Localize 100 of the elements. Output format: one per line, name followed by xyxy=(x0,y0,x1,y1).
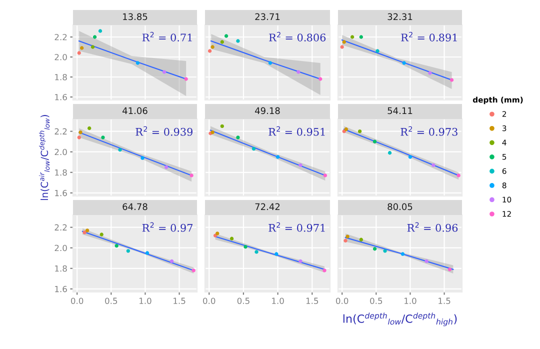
chart-title: 49.18 xyxy=(255,107,280,114)
point xyxy=(216,232,220,236)
point xyxy=(359,35,364,39)
point xyxy=(82,230,86,234)
point xyxy=(192,268,196,272)
x-tick-label: 1.5 xyxy=(306,298,318,304)
point xyxy=(90,45,95,49)
point xyxy=(276,155,280,159)
chart-title: 23.71 xyxy=(255,13,280,20)
y-tick-label: 1.6 xyxy=(55,94,67,100)
point xyxy=(318,77,322,81)
point xyxy=(98,29,102,33)
point xyxy=(340,45,344,49)
point xyxy=(244,244,248,249)
chart-title: 32.31 xyxy=(388,13,412,20)
x-tick-label: 1.0 xyxy=(272,298,284,304)
point xyxy=(323,174,328,178)
point xyxy=(298,163,302,168)
annotation: R$^{2}$ = 0.891 xyxy=(401,32,457,42)
y-tick-label: 2.0 xyxy=(54,148,67,156)
y-tick-label: 1.6 xyxy=(55,286,67,292)
x-tick-label: 1.0 xyxy=(404,298,416,304)
point xyxy=(376,49,380,53)
annotation: R$^{2}$ = 0.971 xyxy=(268,222,325,232)
point xyxy=(224,34,228,38)
point xyxy=(383,249,387,253)
point xyxy=(400,252,405,256)
point xyxy=(162,70,166,74)
point xyxy=(136,61,140,65)
point xyxy=(408,155,412,159)
point xyxy=(342,40,346,44)
point xyxy=(254,250,258,254)
point xyxy=(372,140,377,144)
point xyxy=(456,174,460,178)
x-tick-label: 0.5 xyxy=(105,298,118,304)
y-tick-label: 1.8 xyxy=(55,265,67,272)
y-tick-label: 2.2 xyxy=(54,34,67,40)
point xyxy=(164,165,168,170)
point xyxy=(450,78,454,82)
point xyxy=(220,124,224,128)
point xyxy=(268,61,272,65)
annotation: R$^{2}$ = 0.71 xyxy=(142,32,192,42)
x-tick-label: 0.5 xyxy=(370,298,382,304)
chart-title: 54.11 xyxy=(388,107,412,114)
point xyxy=(428,71,432,75)
point xyxy=(359,238,364,242)
x-axis-title: ln(C$^{depth}$$_{low}$/C$^{depth}$$_{high}$) xyxy=(343,312,457,326)
annotation: R$^{2}$ = 0.96 xyxy=(407,222,458,232)
point xyxy=(190,174,194,178)
x-tick-label: 1.0 xyxy=(140,298,152,304)
point xyxy=(346,234,350,238)
point xyxy=(236,39,240,43)
point xyxy=(80,46,84,50)
point xyxy=(402,61,406,65)
y-tick-label: 2.0 xyxy=(54,244,67,252)
y-tick-label: 2.0 xyxy=(54,54,67,60)
chart-title: 64.78 xyxy=(122,203,148,210)
annotation: R$^{2}$ = 0.806 xyxy=(269,32,326,42)
chart-title: 41.06 xyxy=(122,107,148,114)
y-tick-label: 2.2 xyxy=(54,224,67,230)
chart-title: 72.42 xyxy=(255,203,280,210)
annotation: R$^{2}$ = 0.973 xyxy=(400,126,458,136)
x-tick-label: 0.5 xyxy=(237,298,250,304)
x-tick-label: 1.5 xyxy=(174,298,186,304)
x-tick-label: 0.0 xyxy=(203,298,216,304)
point xyxy=(114,244,118,248)
y-tick-label: 2.2 xyxy=(54,128,67,134)
point xyxy=(210,45,214,49)
point xyxy=(432,163,436,168)
point xyxy=(208,49,212,53)
point xyxy=(322,268,326,272)
point xyxy=(448,268,452,272)
point xyxy=(358,129,362,134)
point xyxy=(78,130,82,134)
point xyxy=(101,136,105,140)
y-axis-title: ln(C$^{air}$$_{low}$/C$^{depth}$$_{low}$) xyxy=(39,115,50,200)
point xyxy=(126,249,130,253)
point xyxy=(344,127,348,132)
point xyxy=(92,35,97,39)
point xyxy=(236,136,240,140)
annotation: R$^{2}$ = 0.939 xyxy=(136,126,192,136)
point xyxy=(88,126,92,130)
point xyxy=(230,236,234,240)
x-tick-label: 0.0 xyxy=(336,298,348,304)
y-tick-label: 1.6 xyxy=(55,190,67,196)
point xyxy=(220,40,224,44)
point xyxy=(77,136,81,140)
point xyxy=(184,77,188,81)
point xyxy=(424,259,428,264)
point xyxy=(298,259,302,264)
point xyxy=(100,232,104,236)
point xyxy=(372,247,377,251)
point xyxy=(350,35,354,39)
chart-title: 13.85 xyxy=(123,13,148,20)
point xyxy=(118,148,122,152)
chart-title: 80.05 xyxy=(388,203,412,210)
point xyxy=(388,151,392,155)
annotation: R$^{2}$ = 0.951 xyxy=(268,126,325,136)
point xyxy=(344,238,348,243)
x-tick-label: 0.0 xyxy=(71,298,84,304)
